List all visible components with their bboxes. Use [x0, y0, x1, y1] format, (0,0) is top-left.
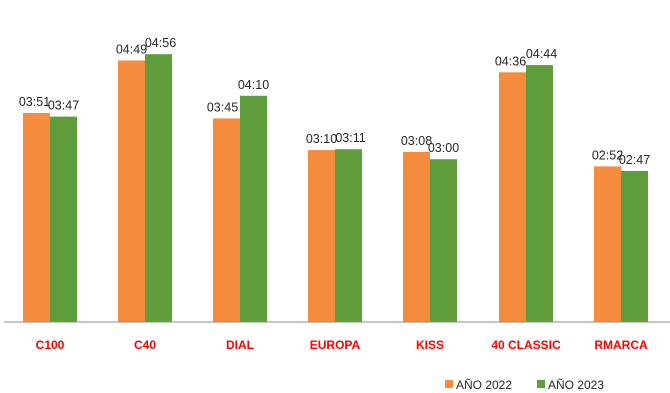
legend-label: AÑO 2022: [456, 378, 512, 392]
value-label: 02:47: [619, 153, 650, 167]
bar-2023-c100: [50, 116, 77, 322]
value-label: 04:49: [116, 43, 147, 57]
category-label: EUROPA: [310, 338, 361, 352]
bar-2023-europa: [335, 149, 362, 322]
category-label: 40 CLASSIC: [491, 338, 561, 352]
value-label: 03:47: [48, 99, 79, 113]
bar-2022-kiss: [403, 151, 430, 322]
category-label: DIAL: [226, 338, 254, 352]
value-label: 03:08: [401, 134, 432, 148]
bar-2022-europa: [308, 150, 335, 322]
value-label: 03:00: [428, 141, 459, 155]
value-label: 02:52: [592, 148, 623, 162]
bars-layer: [23, 54, 648, 323]
category-label: RMARCA: [594, 338, 648, 352]
legend-swatch: [445, 380, 453, 388]
value-label: 03:51: [19, 95, 50, 109]
bar-2023-kiss: [430, 159, 457, 322]
value-label: 04:36: [495, 54, 526, 68]
bar-2022-dial: [213, 118, 240, 323]
value-label: 03:10: [306, 132, 337, 146]
bar-2023-40-classic: [526, 65, 553, 322]
category-label: KISS: [416, 338, 444, 352]
bar-2022-c40: [118, 60, 145, 322]
value-label: 03:11: [335, 131, 365, 145]
legend-swatch: [537, 380, 545, 388]
bar-2023-dial: [240, 95, 267, 322]
category-label: C40: [134, 338, 156, 352]
legend: AÑO 2022 AÑO 2023: [445, 378, 604, 392]
bar-2022-40-classic: [499, 72, 526, 322]
value-label: 03:45: [207, 100, 238, 114]
value-label: 04:56: [145, 36, 176, 50]
legend-label: AÑO 2023: [548, 378, 604, 392]
value-label: 04:10: [238, 78, 269, 92]
category-labels-layer: C100 C40 DIAL EUROPA KISS 40 CLASSIC RMARCA: [36, 338, 648, 352]
bar-2022-rmarca: [594, 166, 621, 322]
bar-2022-c100: [23, 113, 50, 322]
value-label: 04:44: [526, 47, 557, 61]
category-label: C100: [36, 338, 65, 352]
bar-2023-c40: [145, 54, 172, 322]
bar-2023-rmarca: [621, 170, 648, 322]
